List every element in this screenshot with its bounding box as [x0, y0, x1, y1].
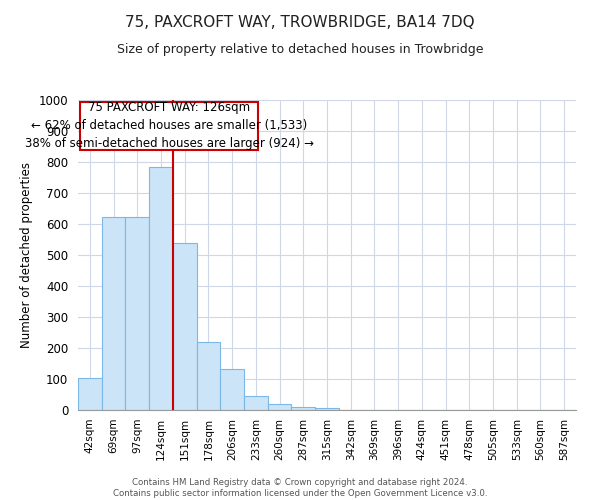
Text: Contains HM Land Registry data © Crown copyright and database right 2024.
Contai: Contains HM Land Registry data © Crown c…	[113, 478, 487, 498]
Bar	[78, 378, 102, 410]
Bar	[149, 166, 173, 410]
Text: Size of property relative to detached houses in Trowbridge: Size of property relative to detached ho…	[117, 42, 483, 56]
Bar	[197, 342, 220, 410]
Text: 75 PAXCROFT WAY: 126sqm
← 62% of detached houses are smaller (1,533)
38% of semi: 75 PAXCROFT WAY: 126sqm ← 62% of detache…	[25, 101, 314, 150]
Bar	[315, 408, 339, 410]
Bar	[268, 404, 292, 410]
Text: 75, PAXCROFT WAY, TROWBRIDGE, BA14 7DQ: 75, PAXCROFT WAY, TROWBRIDGE, BA14 7DQ	[125, 15, 475, 30]
Bar	[173, 242, 197, 410]
FancyBboxPatch shape	[80, 102, 258, 150]
Bar	[292, 407, 315, 410]
Bar	[220, 369, 244, 410]
Y-axis label: Number of detached properties: Number of detached properties	[20, 162, 33, 348]
Bar	[244, 396, 268, 410]
Bar	[125, 217, 149, 410]
Bar	[102, 217, 125, 410]
